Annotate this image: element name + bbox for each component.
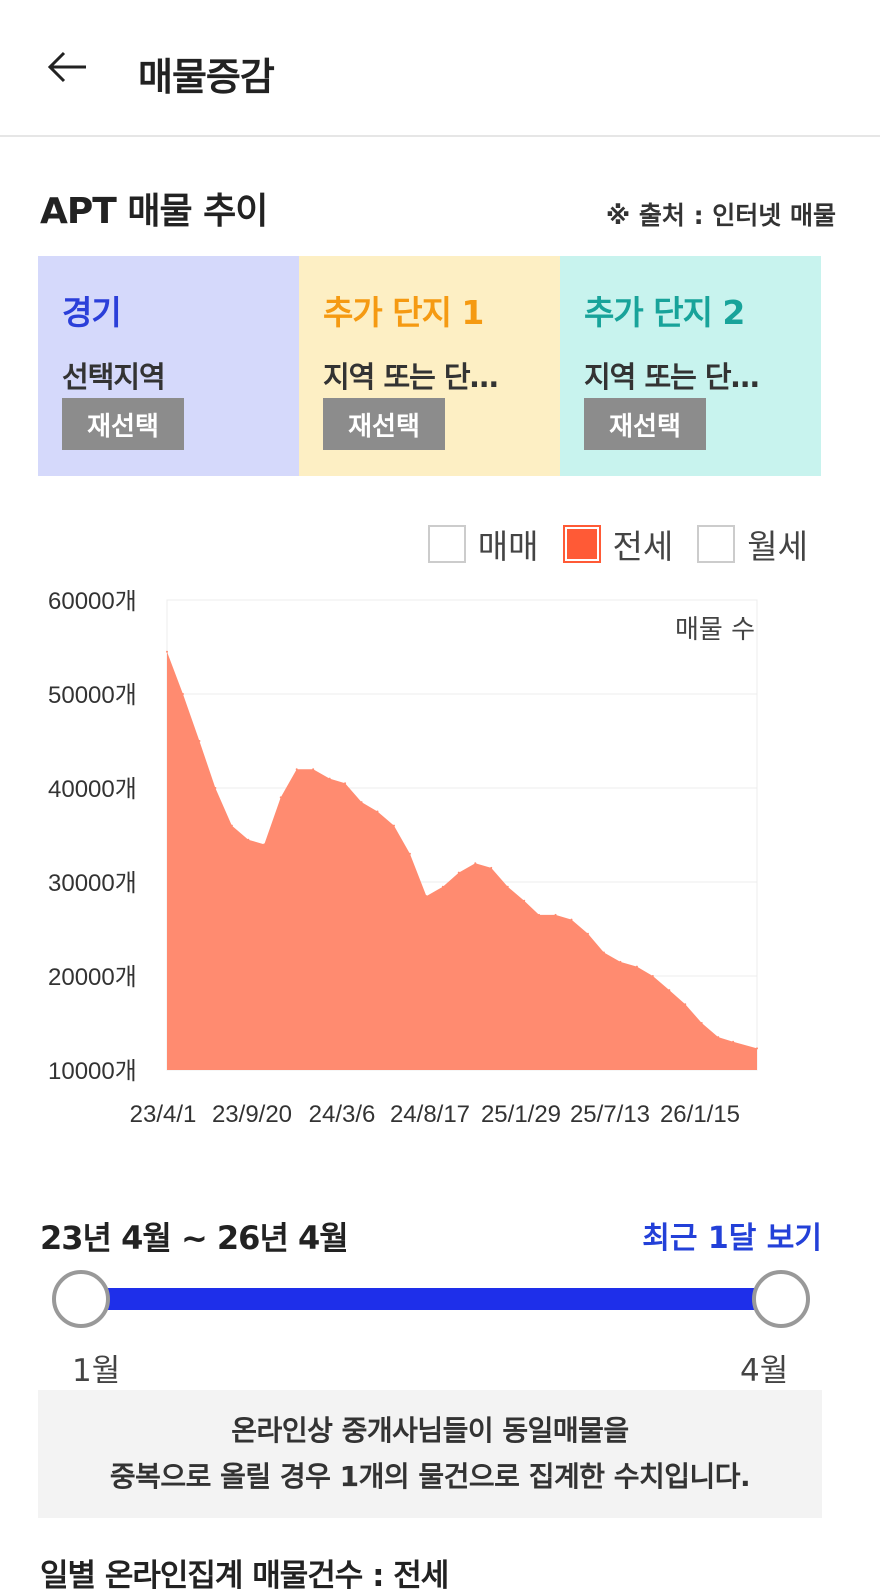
- data-point: [263, 843, 266, 846]
- checkbox-checked-icon[interactable]: [562, 525, 601, 563]
- region-card-extra-2: 추가 단지 2 지역 또는 단… 재선택: [560, 256, 821, 476]
- reselect-button[interactable]: 재선택: [584, 398, 706, 450]
- y-tick-label: 20000개: [48, 964, 137, 991]
- slider-start-label: 1월: [72, 1353, 121, 1389]
- x-tick-label: 25/7/13: [570, 1101, 650, 1128]
- checkbox-icon[interactable]: [697, 525, 736, 563]
- daily-count-title: 일별 온라인집계 매물건수 : 전세: [40, 1558, 449, 1594]
- x-tick-label: 24/8/17: [390, 1101, 470, 1128]
- region-card-extra-1: 추가 단지 1 지역 또는 단… 재선택: [299, 256, 560, 476]
- x-tick-label: 26/1/15: [660, 1101, 740, 1128]
- x-tick-label: 24/3/6: [309, 1101, 376, 1128]
- chart-annotation: 매물 수: [675, 615, 755, 645]
- source-note: ※ 출처 : 인터넷 매물: [605, 201, 836, 230]
- data-point: [295, 768, 298, 771]
- slider-end-label: 4월: [740, 1353, 789, 1389]
- slider-end-handle[interactable]: [752, 1270, 810, 1328]
- slider-start-handle[interactable]: [52, 1270, 110, 1328]
- data-point: [344, 782, 347, 785]
- data-point: [181, 693, 184, 695]
- y-tick-label: 30000개: [48, 870, 137, 897]
- page-title: 매물증감: [138, 55, 275, 99]
- data-point: [198, 740, 201, 742]
- legend-label: 매매: [477, 527, 539, 566]
- period-label: 23년 4월 ~ 26년 4월: [40, 1219, 349, 1257]
- x-tick-label: 23/4/1: [130, 1101, 197, 1128]
- data-point: [166, 650, 168, 653]
- data-point: [554, 913, 557, 916]
- data-point: [392, 824, 395, 827]
- legend-label: 전세: [612, 527, 674, 566]
- data-point: [586, 932, 589, 935]
- data-point: [376, 810, 379, 813]
- notice-box: 온라인상 중개사님들이 동일매물을 중복으로 올릴 경우 1개의 물건으로 집계…: [38, 1390, 822, 1518]
- listing-count-chart: 60000개 50000개 40000개 30000개 20000개 10000개 매물 수…: [48, 590, 758, 1128]
- data-point: [328, 777, 331, 780]
- card-subtitle: 지역 또는 단…: [323, 360, 499, 394]
- card-subtitle: 선택지역: [62, 360, 166, 394]
- data-point: [635, 965, 638, 968]
- data-point: [279, 796, 282, 799]
- data-point: [684, 1003, 687, 1006]
- x-tick-label: 25/1/29: [481, 1101, 561, 1128]
- legend-label: 월세: [747, 527, 808, 566]
- y-tick-label: 40000개: [48, 776, 137, 803]
- x-tick-label: 23/9/20: [212, 1101, 292, 1128]
- period-slider-track[interactable]: [78, 1288, 784, 1310]
- data-point: [732, 1040, 735, 1043]
- data-point: [441, 885, 444, 888]
- data-point: [490, 866, 493, 869]
- data-point: [700, 1022, 703, 1024]
- region-card-gyeonggi: 경기 선택지역 재선택: [38, 256, 299, 476]
- data-point: [506, 885, 509, 888]
- section-title: APT 매물 추이: [40, 191, 268, 232]
- data-point: [312, 768, 315, 771]
- card-title: 경기: [62, 293, 122, 332]
- data-point: [425, 895, 428, 898]
- data-point: [474, 862, 477, 865]
- data-point: [247, 838, 250, 841]
- chart-legend: 매매 전세 월세: [404, 520, 808, 568]
- data-point: [717, 1036, 720, 1039]
- data-point: [570, 918, 573, 921]
- notice-line-2: 중복으로 올릴 경우 1개의 물건으로 집계한 수치입니다.: [109, 1460, 751, 1493]
- legend-item-sale[interactable]: 매매: [427, 520, 539, 568]
- reselect-button[interactable]: 재선택: [323, 398, 445, 450]
- data-point: [230, 824, 233, 827]
- header-bar: 매물증감: [0, 0, 880, 137]
- data-point: [668, 989, 671, 992]
- card-subtitle: 지역 또는 단…: [584, 360, 760, 394]
- recent-month-link[interactable]: 최근 1달 보기: [642, 1221, 822, 1256]
- y-tick-label: 10000개: [48, 1058, 137, 1085]
- card-title: 추가 단지 1: [323, 293, 484, 332]
- series-jeonse-area: [167, 651, 757, 1070]
- y-tick-label: 50000개: [48, 682, 137, 709]
- data-point: [619, 960, 622, 963]
- reselect-button[interactable]: 재선택: [62, 398, 184, 450]
- y-tick-label: 60000개: [48, 590, 137, 615]
- data-point: [756, 1047, 758, 1050]
- arrow-left-icon[interactable]: [44, 44, 90, 90]
- checkbox-icon[interactable]: [427, 525, 466, 563]
- data-point: [408, 852, 411, 855]
- legend-item-jeonse[interactable]: 전세: [562, 520, 674, 568]
- card-title: 추가 단지 2: [584, 293, 745, 332]
- data-point: [651, 975, 654, 977]
- data-point: [360, 801, 363, 804]
- region-cards: 경기 선택지역 재선택 추가 단지 1 지역 또는 단… 재선택 추가 단지 2…: [38, 256, 822, 476]
- data-point: [214, 787, 217, 789]
- data-point: [523, 899, 526, 902]
- data-point: [457, 871, 460, 874]
- data-point: [602, 951, 605, 954]
- data-point: [538, 913, 541, 916]
- legend-item-monthly-rent[interactable]: 월세: [697, 520, 808, 568]
- notice-line-1: 온라인상 중개사님들이 동일매물을: [231, 1414, 629, 1447]
